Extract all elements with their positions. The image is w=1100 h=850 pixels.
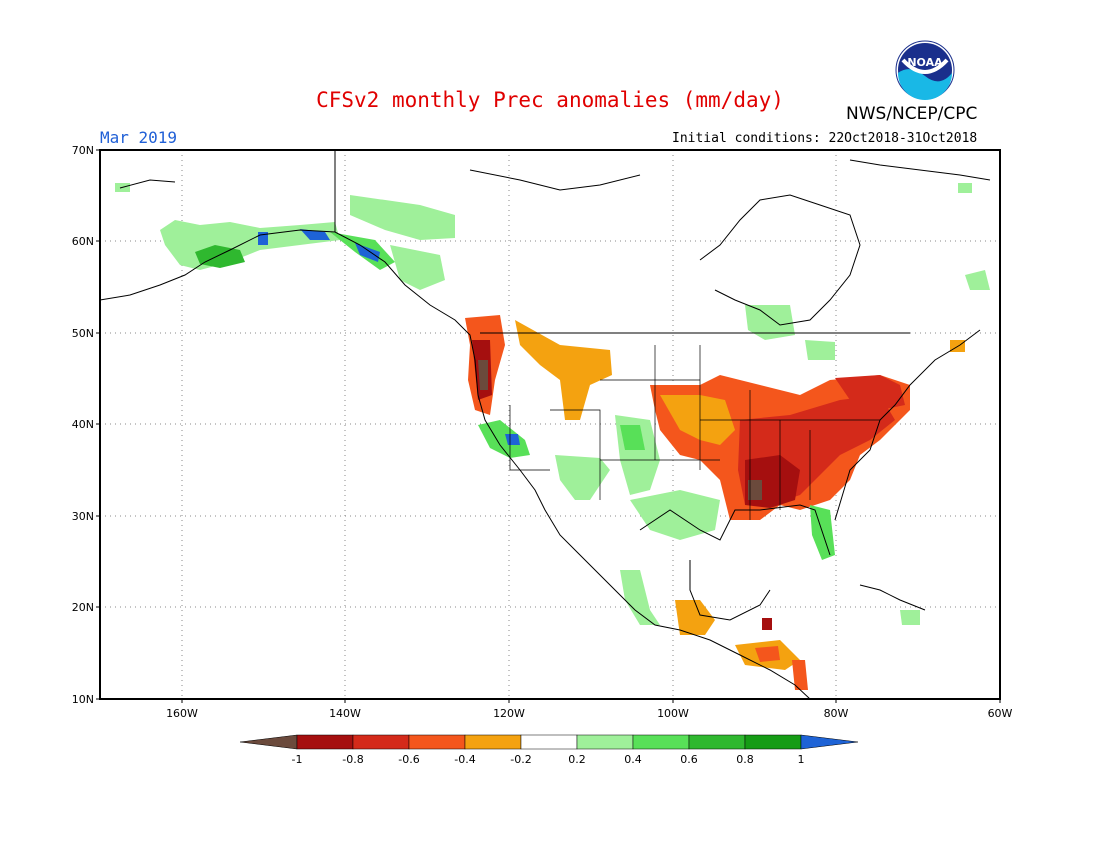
colorbar-low-arrow: [239, 734, 298, 750]
colorbar: [239, 734, 859, 750]
colorbar-label: 1: [798, 753, 805, 766]
colorbar-label: -0.4: [454, 753, 475, 766]
state-borders: [509, 345, 880, 520]
chart-title: CFSv2 monthly Prec anomalies (mm/day): [316, 88, 784, 112]
lat-label-70n: 70N: [72, 144, 94, 157]
initial-conditions: Initial conditions: 22Oct2018-31Oct2018: [672, 131, 978, 146]
lon-label-120w: 120W: [493, 707, 525, 720]
lon-label-160w: 160W: [166, 707, 198, 720]
colorbar-label: 0.6: [680, 753, 698, 766]
axis-ticks: [96, 149, 1001, 703]
agency-label: NWS/NCEP/CPC: [846, 104, 978, 124]
colorbar-swatch: [296, 734, 354, 750]
colorbar-label: 0.8: [736, 753, 754, 766]
colorbar-swatch: [632, 734, 690, 750]
colorbar-label: 0.2: [568, 753, 586, 766]
colorbar-swatch: [520, 734, 578, 750]
colorbar-label: -1: [292, 753, 303, 766]
svg-text:NOAA: NOAA: [907, 56, 943, 69]
colorbar-swatch: [408, 734, 466, 750]
noaa-logo: NOAA: [895, 40, 955, 100]
lon-label-140w: 140W: [329, 707, 361, 720]
lat-label-60n: 60N: [72, 235, 94, 248]
lon-label-60w: 60W: [988, 707, 1013, 720]
colorbar-label: -0.8: [342, 753, 363, 766]
lat-label-50n: 50N: [72, 327, 94, 340]
colorbar-swatch: [744, 734, 802, 750]
colorbar-swatch: [576, 734, 634, 750]
lat-label-10n: 10N: [72, 693, 94, 706]
colorbar-label: -0.2: [510, 753, 531, 766]
lat-label-40n: 40N: [72, 418, 94, 431]
colorbar-swatch: [464, 734, 522, 750]
colorbar-label: -0.6: [398, 753, 419, 766]
lat-label-30n: 30N: [72, 510, 94, 523]
anomaly-shading: [115, 183, 990, 690]
lon-label-100w: 100W: [657, 707, 689, 720]
colorbar-swatch: [688, 734, 746, 750]
colorbar-swatch: [352, 734, 410, 750]
colorbar-label: 0.4: [624, 753, 642, 766]
forecast-month: Mar 2019: [100, 128, 178, 147]
lat-label-20n: 20N: [72, 601, 94, 614]
colorbar-high-arrow: [800, 734, 859, 750]
lon-label-80w: 80W: [824, 707, 849, 720]
coastlines: [99, 150, 991, 700]
